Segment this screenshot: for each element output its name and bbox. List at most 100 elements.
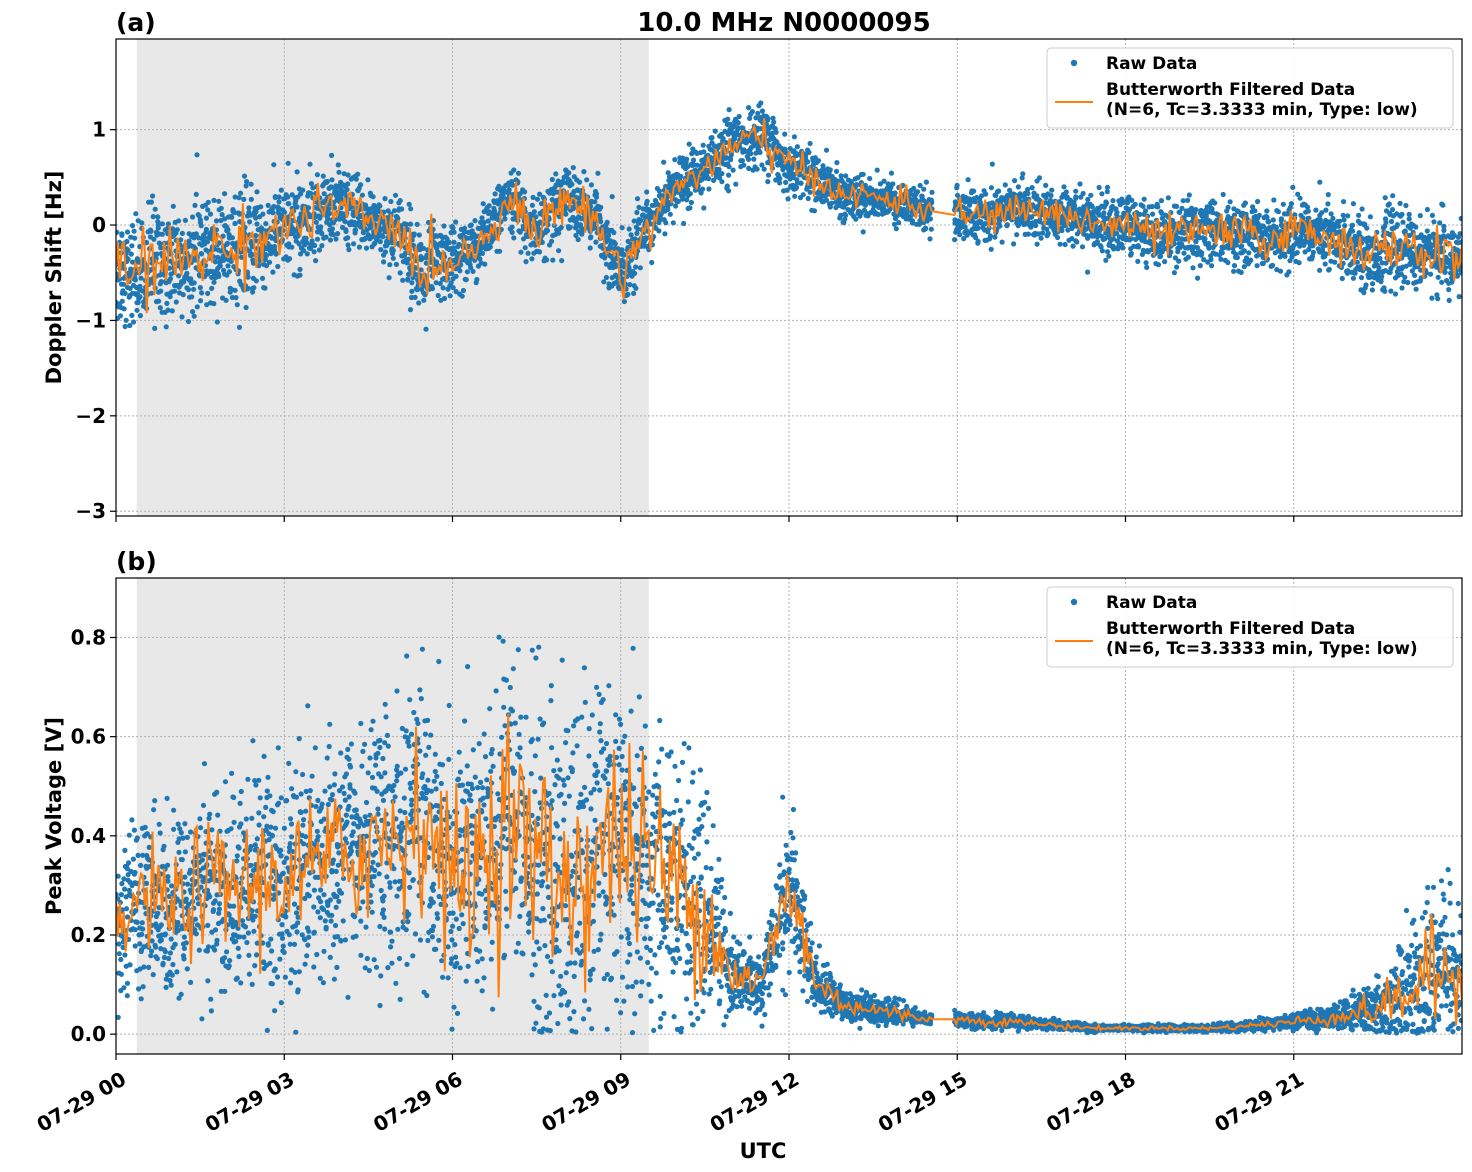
- raw-data-point: [156, 298, 162, 304]
- raw-data-point: [170, 203, 176, 209]
- raw-data-point: [151, 236, 157, 242]
- raw-data-point: [421, 297, 427, 303]
- raw-data-point: [553, 171, 559, 177]
- raw-data-point: [253, 209, 259, 215]
- raw-data-point: [1296, 260, 1302, 266]
- raw-data-point: [1405, 279, 1411, 286]
- raw-data-point: [566, 170, 572, 176]
- raw-data-point: [209, 285, 215, 291]
- raw-data-point: [261, 228, 267, 234]
- raw-data-point: [531, 209, 538, 215]
- raw-data-point: [593, 239, 599, 245]
- raw-data-point: [544, 257, 550, 263]
- raw-data-point: [1020, 171, 1026, 177]
- raw-data-point: [761, 166, 767, 172]
- raw-data-point: [1219, 250, 1225, 256]
- raw-data-point: [1015, 184, 1022, 190]
- raw-data-point: [311, 249, 317, 255]
- raw-data-point: [1055, 234, 1061, 241]
- raw-data-point: [635, 226, 641, 232]
- raw-data-point: [700, 186, 706, 192]
- raw-data-point: [847, 199, 853, 205]
- raw-data-point: [449, 270, 455, 277]
- raw-data-point: [1330, 215, 1336, 221]
- raw-data-point: [509, 229, 515, 235]
- raw-data-point: [726, 107, 732, 113]
- raw-data-point: [1104, 200, 1110, 206]
- raw-data-point: [1141, 196, 1147, 202]
- raw-data-point: [1085, 269, 1091, 275]
- raw-data-point: [733, 181, 739, 187]
- raw-data-point: [191, 286, 197, 292]
- raw-data-point: [954, 182, 960, 188]
- raw-data-point: [907, 213, 914, 219]
- raw-data-point: [1377, 255, 1383, 261]
- raw-data-point: [612, 241, 618, 247]
- raw-data-point: [248, 196, 254, 202]
- raw-data-point: [133, 211, 139, 217]
- raw-data-point: [684, 197, 690, 203]
- raw-data-point: [345, 235, 351, 241]
- raw-data-point: [957, 232, 963, 238]
- raw-data-point: [525, 250, 531, 256]
- raw-data-point: [523, 259, 529, 265]
- raw-data-point: [397, 270, 403, 276]
- raw-data-point: [243, 304, 249, 311]
- raw-data-point: [1264, 208, 1270, 214]
- raw-data-point: [134, 307, 140, 313]
- raw-data-point: [260, 211, 266, 217]
- raw-data-point: [709, 135, 715, 141]
- raw-data-point: [1002, 182, 1008, 188]
- raw-data-point: [346, 247, 352, 253]
- raw-data-point: [304, 240, 310, 246]
- raw-data-point: [409, 280, 415, 286]
- raw-data-point: [598, 218, 604, 225]
- raw-data-point: [604, 219, 610, 225]
- raw-data-point: [1135, 258, 1141, 264]
- raw-data-point: [300, 187, 306, 193]
- raw-data-point: [238, 190, 244, 196]
- raw-data-point: [303, 235, 309, 241]
- raw-data-point: [601, 279, 607, 285]
- raw-data-point: [308, 190, 314, 196]
- raw-data-point: [757, 149, 763, 155]
- raw-data-point: [174, 227, 180, 233]
- raw-data-point: [922, 225, 929, 231]
- raw-data-point: [534, 196, 541, 202]
- raw-data-point: [1286, 269, 1292, 275]
- raw-data-point: [169, 308, 175, 314]
- raw-data-point: [570, 206, 576, 212]
- raw-data-point: [1034, 241, 1040, 247]
- raw-data-point: [1040, 230, 1046, 236]
- raw-data-point: [248, 239, 254, 245]
- raw-data-point: [874, 167, 880, 173]
- raw-data-point: [408, 206, 414, 212]
- raw-data-point: [479, 215, 485, 221]
- raw-data-point: [423, 260, 429, 266]
- raw-data-point: [644, 189, 650, 195]
- raw-data-point: [544, 228, 551, 234]
- raw-data-point: [1129, 197, 1135, 203]
- raw-data-point: [1079, 244, 1086, 250]
- raw-data-point: [1388, 288, 1394, 294]
- raw-data-point: [390, 247, 396, 254]
- raw-data-point: [1345, 213, 1351, 219]
- raw-data-point: [298, 191, 304, 197]
- raw-data-point: [1379, 274, 1385, 280]
- raw-data-point: [253, 215, 259, 221]
- raw-data-point: [1061, 184, 1067, 190]
- raw-data-point: [158, 288, 164, 294]
- raw-data-point: [782, 131, 788, 137]
- raw-data-point: [216, 198, 222, 204]
- raw-data-point: [405, 276, 411, 282]
- raw-data-point: [754, 166, 760, 172]
- raw-data-point: [393, 261, 399, 267]
- raw-data-point: [877, 181, 884, 187]
- raw-data-point: [662, 231, 668, 237]
- raw-data-point: [148, 199, 154, 205]
- raw-data-point: [741, 162, 747, 168]
- raw-data-point: [423, 326, 429, 332]
- raw-data-point: [838, 173, 844, 179]
- raw-data-point: [1349, 228, 1356, 234]
- raw-data-point: [270, 269, 276, 275]
